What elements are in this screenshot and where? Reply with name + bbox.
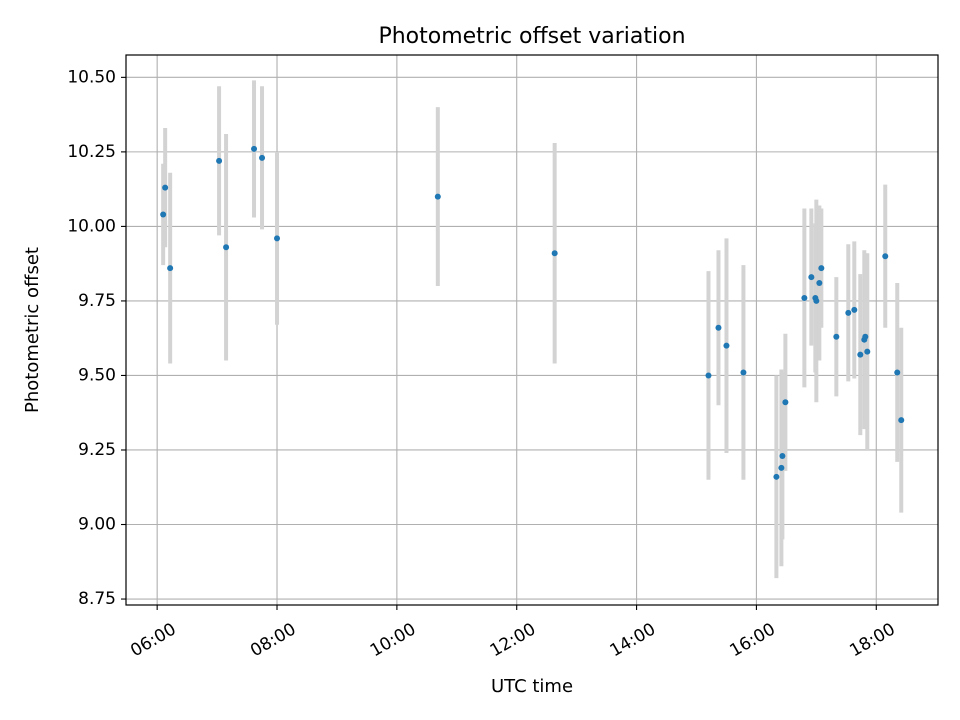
data-point [223, 244, 230, 251]
data-point [851, 306, 858, 313]
x-axis-label: UTC time [491, 676, 573, 697]
y-tick-label: 10.50 [67, 67, 116, 87]
data-point [723, 342, 730, 349]
plot-frame [125, 54, 939, 606]
data-point [818, 265, 825, 272]
data-point [894, 369, 901, 376]
data-point [251, 145, 258, 152]
data-points [160, 145, 905, 480]
y-tick-label: 9.75 [78, 291, 116, 311]
chart-title: Photometric offset variation [378, 24, 685, 49]
data-point [882, 253, 889, 260]
data-point [898, 417, 905, 424]
data-point [160, 211, 167, 218]
data-point [434, 193, 441, 200]
data-point [551, 250, 558, 257]
y-tick-label: 10.25 [67, 142, 116, 162]
data-point [808, 274, 815, 281]
data-point [845, 309, 852, 316]
data-point [782, 399, 789, 406]
y-axis-ticks: 8.75 9.00 9.25 9.50 9.75 10.00 10.25 10.50 [67, 67, 126, 609]
data-point [167, 265, 174, 272]
data-point [773, 473, 780, 480]
data-point [715, 324, 722, 331]
data-point [740, 369, 747, 376]
data-point [162, 184, 169, 191]
data-point [274, 235, 281, 242]
y-tick-label: 10.00 [67, 216, 116, 236]
y-tick-label: 9.50 [78, 365, 116, 385]
data-point [864, 348, 871, 355]
data-point [857, 351, 864, 358]
y-tick-label: 9.00 [78, 515, 116, 535]
data-point [779, 452, 786, 459]
y-tick-label: 9.25 [78, 440, 116, 460]
data-point [259, 154, 266, 161]
data-point [705, 372, 712, 379]
data-point [778, 464, 785, 471]
data-point [816, 280, 823, 287]
data-point [833, 333, 840, 340]
data-point [862, 333, 869, 340]
y-tick-label: 8.75 [78, 589, 116, 609]
data-point [801, 294, 808, 301]
data-point [813, 297, 820, 304]
data-point [216, 157, 223, 164]
y-axis-label: Photometric offset [22, 247, 43, 413]
